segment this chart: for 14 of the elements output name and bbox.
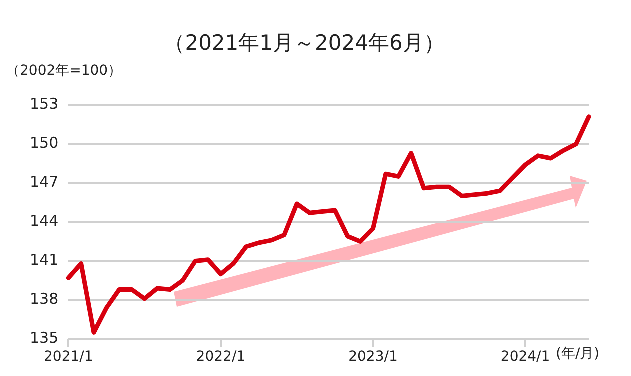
y-axis-title: （2002年=100） xyxy=(6,62,122,80)
x-tick-label: 2024/1 xyxy=(500,349,550,366)
x-tick-label: 2022/1 xyxy=(196,349,246,366)
y-tick-label: 135 xyxy=(30,329,59,348)
x-axis-title: (年/月) xyxy=(556,345,600,363)
x-tick-label: 2023/1 xyxy=(348,349,398,366)
y-tick-label: 147 xyxy=(30,173,59,192)
chart-title: （2021年1月～2024年6月） xyxy=(164,31,445,56)
x-tick-label: 2021/1 xyxy=(44,349,94,366)
y-tick-label: 153 xyxy=(30,95,59,114)
y-tick-label: 141 xyxy=(30,251,59,270)
y-tick-label: 138 xyxy=(30,290,59,308)
y-tick-label: 150 xyxy=(30,134,59,152)
y-tick-label: 144 xyxy=(30,212,59,230)
